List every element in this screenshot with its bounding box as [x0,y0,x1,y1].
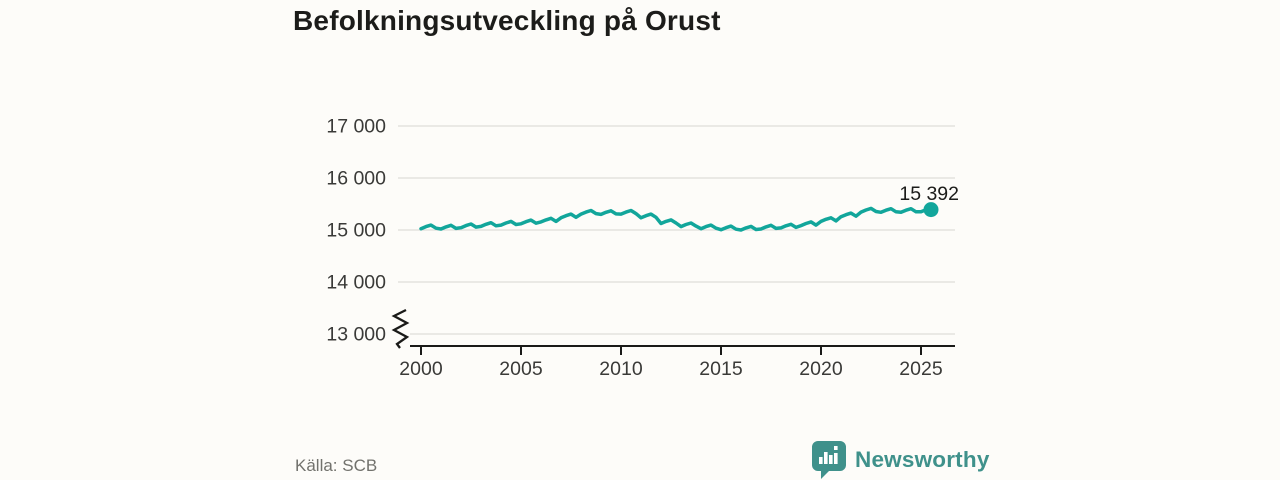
axis-break-squiggle [391,308,410,349]
newsworthy-wordmark: Newsworthy [855,447,990,472]
newsworthy-logo-icon [812,441,846,479]
newsworthy-logo: Newsworthy [811,440,990,480]
chart-title: Befolkningsutveckling på Orust [293,5,721,36]
x-tick-label: 2025 [899,358,943,380]
x-tick-label: 2015 [699,358,743,380]
y-tick-label: 17 000 [326,116,386,138]
x-tick-label: 2020 [799,358,843,380]
latest-value-dot [923,202,939,218]
x-tick-label: 2000 [399,358,443,380]
bar-chart-glyph [819,446,838,464]
y-tick-label: 13 000 [326,324,386,346]
x-tick-label: 2005 [499,358,543,380]
latest-value-label: 15 392 [899,183,959,205]
population-line [419,206,933,232]
y-tick-label: 16 000 [326,168,386,190]
y-tick-label: 15 000 [326,220,386,242]
y-tick-label: 14 000 [326,272,386,294]
x-tick-label: 2010 [599,358,643,380]
source-note: Källa: SCB [295,456,378,475]
